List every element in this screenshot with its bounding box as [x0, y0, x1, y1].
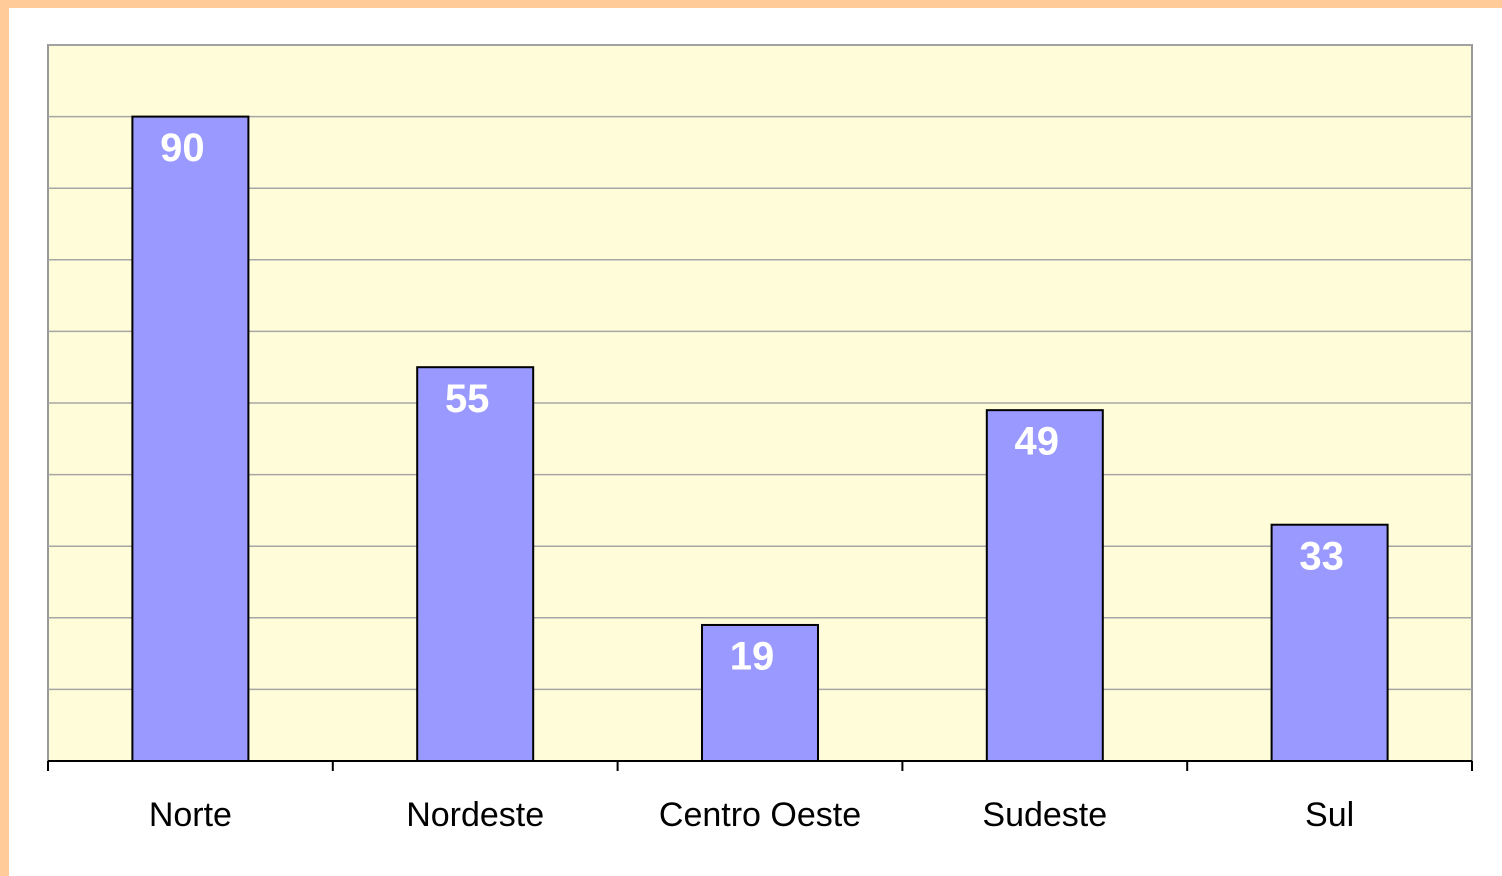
value-label: 19	[730, 635, 775, 679]
x-tick-label: Nordeste	[406, 796, 544, 834]
bar	[1270, 523, 1389, 762]
frame-top	[0, 0, 1502, 8]
bar	[416, 366, 535, 762]
x-tick-label: Norte	[149, 796, 232, 834]
bar	[701, 623, 819, 763]
value-label: 55	[445, 377, 490, 421]
x-tick-label: Sul	[1305, 796, 1354, 834]
bar	[985, 409, 1104, 762]
frame-left	[0, 0, 9, 876]
x-tick-label: Sudeste	[982, 796, 1107, 834]
value-label: 90	[160, 126, 205, 170]
value-label: 33	[1299, 534, 1344, 578]
x-tick-label: Centro Oeste	[659, 796, 861, 834]
bar	[131, 115, 250, 763]
value-label: 49	[1015, 420, 1060, 464]
